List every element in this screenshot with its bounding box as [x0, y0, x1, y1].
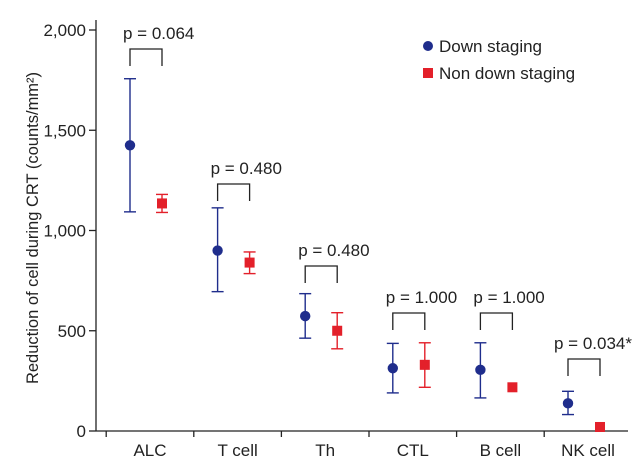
pvalue-label: p = 0.480 — [211, 159, 282, 178]
pvalue-bracket — [304, 265, 338, 283]
x-category-label: ALC — [133, 441, 166, 460]
pvalue-bracket — [216, 183, 251, 201]
legend-label: Non down staging — [439, 64, 575, 83]
pvalue-bracket — [129, 48, 163, 66]
pvalue-bracket — [392, 312, 426, 330]
data-point — [419, 359, 430, 370]
legend-marker-square — [423, 68, 433, 78]
pvalue-label: p = 0.064 — [123, 24, 194, 43]
y-tick-label: 500 — [58, 322, 86, 341]
y-axis-label: Reduction of cell during CRT (counts/mm²… — [24, 72, 42, 384]
y-tick-label: 2,000 — [43, 21, 86, 40]
y-tick-label: 1,500 — [43, 121, 86, 140]
pvalue-label: p = 1.000 — [473, 288, 544, 307]
series-down-staging — [124, 78, 574, 416]
data-point — [157, 198, 167, 209]
data-point — [212, 245, 223, 256]
data-point — [300, 310, 311, 322]
data-point — [124, 140, 136, 151]
data-point — [475, 364, 486, 376]
data-point — [507, 382, 518, 393]
x-category-label: CTL — [397, 441, 429, 460]
data-point — [387, 363, 398, 374]
pvalue-bracket — [479, 312, 514, 330]
data-marks — [124, 78, 605, 432]
pvalue-bracket — [567, 358, 601, 376]
axes: 0 500 1,000 1,500 2,000 ALC T cell Th CTL B cell N… — [43, 20, 628, 460]
data-point — [562, 398, 574, 409]
x-category-label: B cell — [480, 441, 522, 460]
data-point — [595, 421, 605, 432]
legend: Down staging Non down staging — [423, 37, 575, 83]
pvalue-label: p = 0.480 — [298, 241, 369, 260]
pvalue-label: p = 1.000 — [386, 288, 457, 307]
x-category-label: T cell — [217, 441, 257, 460]
y-tick-label: 1,000 — [43, 222, 86, 241]
data-point — [332, 325, 343, 336]
data-point — [244, 257, 255, 268]
y-tick-label: 0 — [77, 422, 86, 441]
legend-marker-circle — [423, 41, 433, 51]
x-category-label: NK cell — [561, 441, 615, 460]
x-category-label: Th — [315, 441, 335, 460]
series-non-down-staging — [156, 193, 605, 432]
pvalue-label: p = 0.034* — [554, 334, 632, 353]
legend-label: Down staging — [439, 37, 542, 56]
pvalue-brackets: p = 0.064 p = 0.480 p = 0.480 p = 1.000 p = … — [123, 24, 632, 376]
